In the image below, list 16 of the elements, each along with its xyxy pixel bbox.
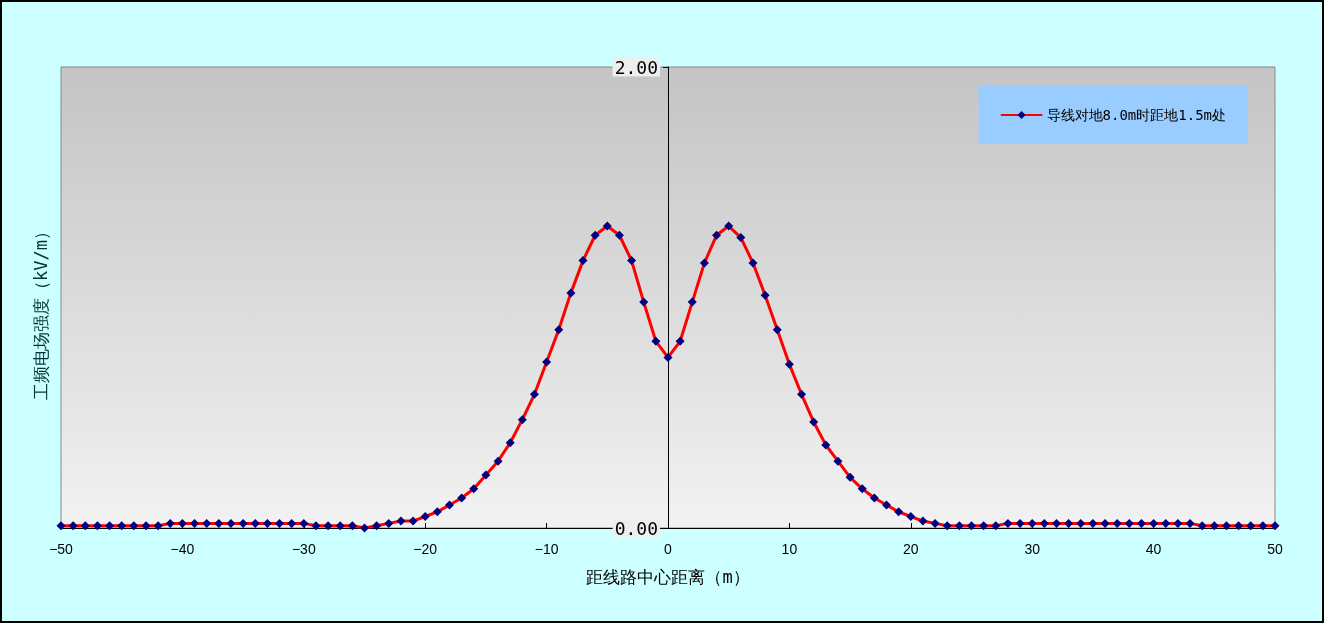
x-tick-label: −50 bbox=[49, 541, 74, 557]
x-tick-label: 40 bbox=[1145, 541, 1162, 557]
y-tick-label: 0.00 bbox=[614, 517, 658, 539]
x-tick-label: −40 bbox=[170, 541, 195, 557]
x-tick-label: 20 bbox=[903, 541, 919, 557]
x-tick-label: −20 bbox=[413, 541, 438, 557]
x-tick-label: 0 bbox=[664, 541, 673, 557]
y-axis-title: 工频电场强度（kV/m） bbox=[30, 223, 51, 400]
legend-label: 导线对地8.0m时距地1.5m处 bbox=[1046, 107, 1227, 123]
x-axis-title: 距线路中心距离（m） bbox=[586, 566, 750, 587]
x-tick-label: −30 bbox=[291, 541, 316, 557]
x-tick-label: 50 bbox=[1267, 541, 1283, 557]
x-tick-label: −10 bbox=[534, 541, 559, 557]
y-tick-label: 2.00 bbox=[614, 56, 658, 78]
x-tick-label: 30 bbox=[1024, 541, 1041, 557]
x-tick-label: 10 bbox=[781, 541, 798, 557]
